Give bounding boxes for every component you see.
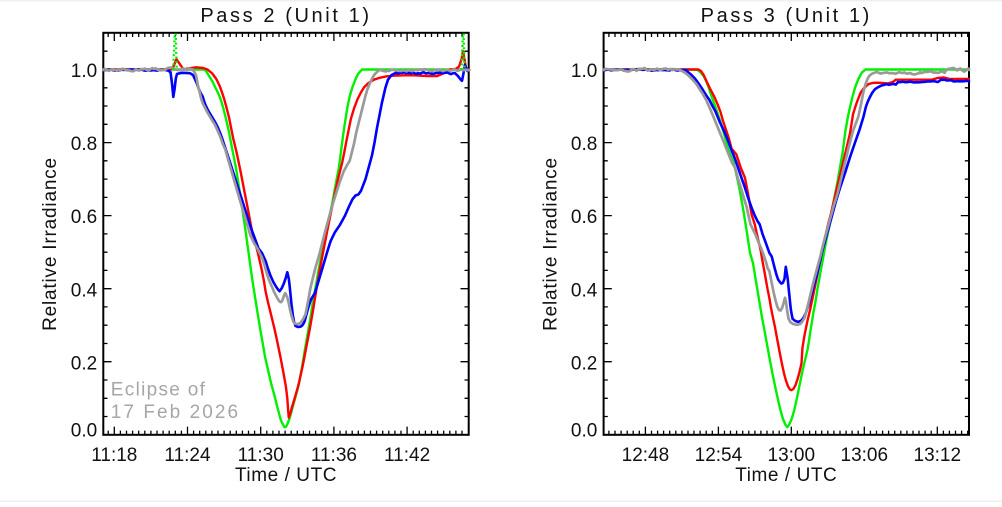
svg-text:Relative Irradiance: Relative Irradiance <box>540 157 561 331</box>
svg-text:0.4: 0.4 <box>571 280 598 301</box>
svg-text:13:12: 13:12 <box>914 445 962 466</box>
svg-text:0.2: 0.2 <box>71 353 97 374</box>
svg-text:0.6: 0.6 <box>571 207 597 228</box>
svg-text:0.4: 0.4 <box>71 280 98 301</box>
svg-text:13:06: 13:06 <box>841 445 889 466</box>
svg-text:0.0: 0.0 <box>71 421 97 442</box>
svg-text:0.0: 0.0 <box>571 421 597 442</box>
svg-text:Eclipse of: Eclipse of <box>111 380 206 401</box>
svg-text:1.0: 1.0 <box>71 61 97 82</box>
svg-text:Time / UTC: Time / UTC <box>235 465 337 486</box>
svg-text:Pass 2 (Unit 1): Pass 2 (Unit 1) <box>200 5 371 27</box>
svg-text:Pass 3 (Unit 1): Pass 3 (Unit 1) <box>701 5 872 27</box>
svg-text:0.2: 0.2 <box>571 353 597 374</box>
svg-text:11:42: 11:42 <box>384 445 430 466</box>
svg-text:13:00: 13:00 <box>768 445 816 466</box>
svg-text:0.6: 0.6 <box>71 207 97 228</box>
svg-text:Relative Irradiance: Relative Irradiance <box>40 157 61 331</box>
svg-text:11:18: 11:18 <box>91 445 137 466</box>
svg-text:1.0: 1.0 <box>571 61 597 82</box>
svg-text:12:48: 12:48 <box>622 445 670 466</box>
svg-text:11:36: 11:36 <box>311 445 357 466</box>
svg-text:0.8: 0.8 <box>71 134 97 155</box>
svg-text:17 Feb 2026: 17 Feb 2026 <box>111 402 240 423</box>
svg-text:Time / UTC: Time / UTC <box>735 465 837 486</box>
svg-text:12:54: 12:54 <box>695 445 743 466</box>
svg-text:11:30: 11:30 <box>238 445 284 466</box>
svg-text:0.8: 0.8 <box>571 134 597 155</box>
svg-text:11:24: 11:24 <box>164 445 211 466</box>
